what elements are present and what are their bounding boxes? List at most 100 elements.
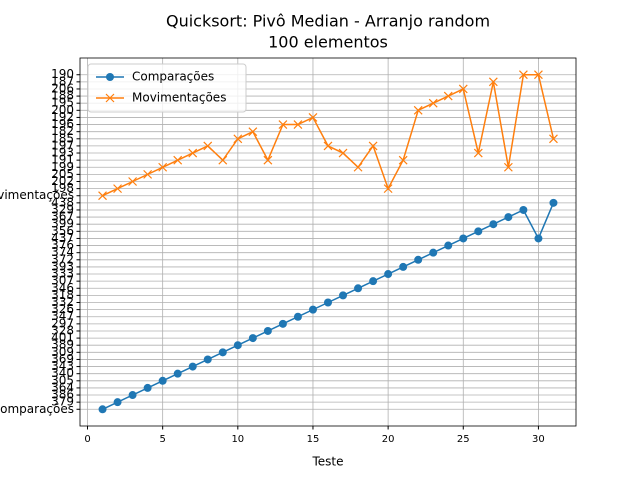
y-tick-label: 340 — [51, 366, 74, 380]
data-point — [474, 227, 483, 236]
x-tick-label: 5 — [159, 434, 165, 445]
plot-frame — [79, 57, 577, 427]
data-point — [308, 305, 317, 314]
y-tick-label: Comparações — [0, 402, 74, 416]
y-tick-label: 369 — [51, 352, 74, 366]
y-tick-label: 305 — [51, 373, 74, 387]
y-tick-label: 399 — [51, 217, 74, 231]
x-tick-label: 20 — [382, 434, 395, 445]
x-tick-label: 10 — [231, 434, 244, 445]
y-tick-label: 205 — [51, 167, 74, 181]
y-tick-label: 372 — [51, 252, 74, 266]
legend-box — [87, 63, 247, 113]
y-tick-label: 364 — [51, 380, 74, 394]
y-tick-label: 199 — [51, 160, 74, 174]
data-point — [549, 198, 558, 207]
y-tick-label: 347 — [51, 309, 74, 323]
data-point — [248, 127, 258, 137]
data-point — [203, 355, 212, 364]
data-point — [218, 155, 228, 165]
y-tick-label: 187 — [51, 74, 74, 88]
data-point — [324, 298, 332, 307]
y-tick-label: 198 — [51, 181, 74, 195]
y-tick-label: 197 — [51, 138, 74, 152]
data-point — [128, 391, 137, 400]
data-point — [158, 162, 168, 172]
y-tick-label: Movimentações — [0, 188, 74, 202]
y-tick-label: 329 — [51, 202, 74, 216]
data-point — [188, 362, 197, 371]
data-point — [504, 213, 513, 222]
y-tick-label: 200 — [51, 103, 74, 117]
data-point — [338, 148, 348, 158]
data-point — [459, 234, 468, 243]
y-tick-label: 188 — [51, 89, 74, 103]
y-tick-label: 192 — [51, 110, 74, 124]
data-point — [113, 184, 123, 194]
y-tick-label: 386 — [51, 388, 74, 402]
data-point — [458, 84, 468, 94]
y-tick-label: 367 — [51, 210, 74, 224]
y-tick-label: 333 — [51, 267, 74, 281]
y-tick-label: 374 — [51, 245, 74, 259]
data-point — [489, 220, 498, 229]
y-tick-label: 202 — [51, 174, 74, 188]
y-tick-label: 437 — [51, 231, 74, 245]
data-point — [233, 134, 243, 144]
data-point — [473, 148, 483, 158]
legend-marker — [105, 93, 115, 103]
x-tick-label: 25 — [457, 434, 470, 445]
data-point — [143, 169, 153, 179]
chart-title: Quicksort: Pivô Median - Arranjo random — [166, 12, 490, 31]
data-point — [188, 148, 198, 158]
data-point — [549, 134, 558, 144]
data-point — [203, 141, 213, 151]
x-axis-label: Teste — [311, 455, 343, 469]
data-point — [414, 255, 423, 264]
data-point — [518, 70, 528, 80]
data-point — [128, 177, 138, 186]
data-point — [488, 77, 498, 87]
data-point — [443, 91, 453, 101]
data-point — [173, 369, 182, 378]
y-tick-label: 182 — [51, 124, 74, 138]
y-tick-label: 191 — [51, 153, 74, 167]
data-point — [398, 155, 408, 165]
data-point — [158, 376, 167, 385]
y-tick-label: 438 — [51, 195, 74, 209]
data-point — [323, 141, 333, 151]
data-point — [368, 141, 378, 151]
y-tick-label: 193 — [51, 146, 74, 160]
y-tick-label: 190 — [51, 67, 74, 81]
y-tick-label: 307 — [51, 274, 74, 288]
data-point — [369, 277, 378, 286]
data-point — [113, 398, 122, 407]
data-point — [98, 191, 107, 201]
data-point — [354, 284, 363, 293]
data-point — [383, 184, 393, 194]
legend-label: Comparações — [132, 70, 214, 84]
data-point — [353, 162, 363, 172]
data-point — [278, 319, 287, 328]
data-point — [293, 312, 302, 321]
data-point — [98, 405, 107, 414]
y-tick-label: 346 — [51, 281, 74, 295]
y-tick-label: 318 — [51, 288, 74, 302]
data-point — [143, 383, 152, 392]
data-point — [533, 70, 543, 80]
chart-subtitle: 100 elementos — [268, 33, 388, 52]
y-tick-label: 376 — [51, 238, 74, 252]
y-tick-label: 326 — [51, 302, 74, 316]
y-tick-label: 206 — [51, 81, 74, 95]
y-tick-label: 309 — [51, 345, 74, 359]
y-tick-label: 297 — [51, 316, 74, 330]
legend-marker — [106, 73, 114, 81]
data-point — [384, 270, 393, 279]
data-point — [428, 98, 438, 108]
y-tick-label: 356 — [51, 224, 74, 238]
y-tick-label: 401 — [51, 331, 74, 345]
y-tick-label: 379 — [51, 395, 74, 409]
data-point — [248, 334, 257, 343]
